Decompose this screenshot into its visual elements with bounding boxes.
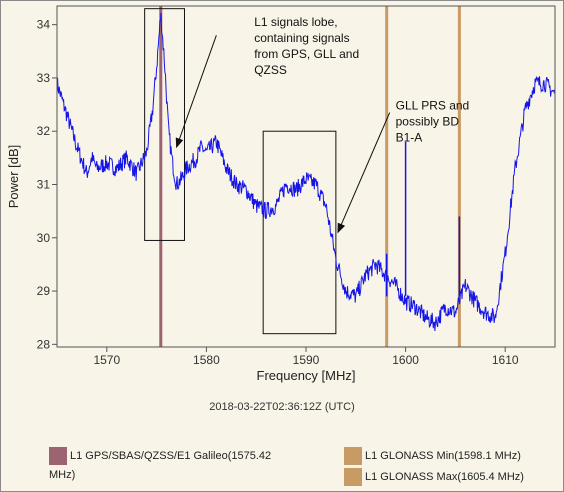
y-tick-label-33: 33 (37, 71, 51, 85)
y-tick-label-30: 30 (37, 231, 51, 245)
y-tick-label-34: 34 (37, 18, 51, 32)
spectrum-series-0 (56, 12, 556, 332)
x-tick-label-1570: 1570 (93, 353, 120, 367)
x-axis-title: Frequency [MHz] (257, 368, 356, 383)
legend-label-glonass-max-text: L1 GLONASS Max(1605.4 MHz) (365, 471, 524, 483)
timestamp: 2018-03-22T02:36:12Z (UTC) (209, 401, 355, 413)
annotation-arrow-1 (337, 112, 391, 234)
annotation-0-line-2: from GPS, GLL and (254, 47, 359, 61)
annotation-0-line-0: L1 signals lobe, (254, 15, 337, 29)
y-axis-title: Power [dB] (6, 145, 21, 209)
annotation-1-line-2: B1-A (396, 130, 423, 144)
annotation-0-line-1: containing signals (254, 31, 349, 45)
x-tick-label-1610: 1610 (492, 353, 519, 367)
x-tick-label-1600: 1600 (392, 353, 419, 367)
legend-swatch-glonass-min (344, 447, 362, 465)
legend-label-l1-cont-text: MHz) (49, 469, 76, 481)
x-tick-label-1580: 1580 (193, 353, 220, 367)
y-tick-label-28: 28 (37, 337, 51, 351)
legend-label-glonass-max: L1 GLONASS Max(1605.4 MHz) (365, 469, 524, 485)
y-tick-label-32: 32 (37, 124, 51, 138)
highlight-box-1 (262, 130, 337, 335)
legend-label-l1-text: L1 GPS/SBAS/QZSS/E1 Galileo(1575.42 (70, 450, 272, 462)
legend-label-l1-cont: MHz) (49, 467, 75, 483)
annotation-0-line-3: QZSS (254, 63, 287, 77)
legend-label-l1: L1 GPS/SBAS/QZSS/E1 Galileo(1575.42 (70, 448, 310, 464)
y-tick-label-31: 31 (37, 177, 51, 191)
legend-label-glonass-min-text: L1 GLONASS Min(1598.1 MHz) (365, 450, 521, 462)
legend-swatch-l1 (49, 447, 67, 465)
power-spectrum-chart: 1570 1580 1590 1600 1610 28 29 30 31 32 33 34 Freque… (6, 5, 556, 383)
annotation-1-line-1: possibly BD (396, 114, 460, 128)
y-tick-label-29: 29 (37, 284, 51, 298)
legend-label-glonass-min: L1 GLONASS Min(1598.1 MHz) (365, 448, 521, 464)
annotation-1-line-0: GLL PRS and (396, 98, 470, 112)
annotation-arrow-0 (175, 35, 217, 149)
x-tick-label-1590: 1590 (293, 353, 320, 367)
legend-swatch-glonass-max (344, 468, 362, 486)
